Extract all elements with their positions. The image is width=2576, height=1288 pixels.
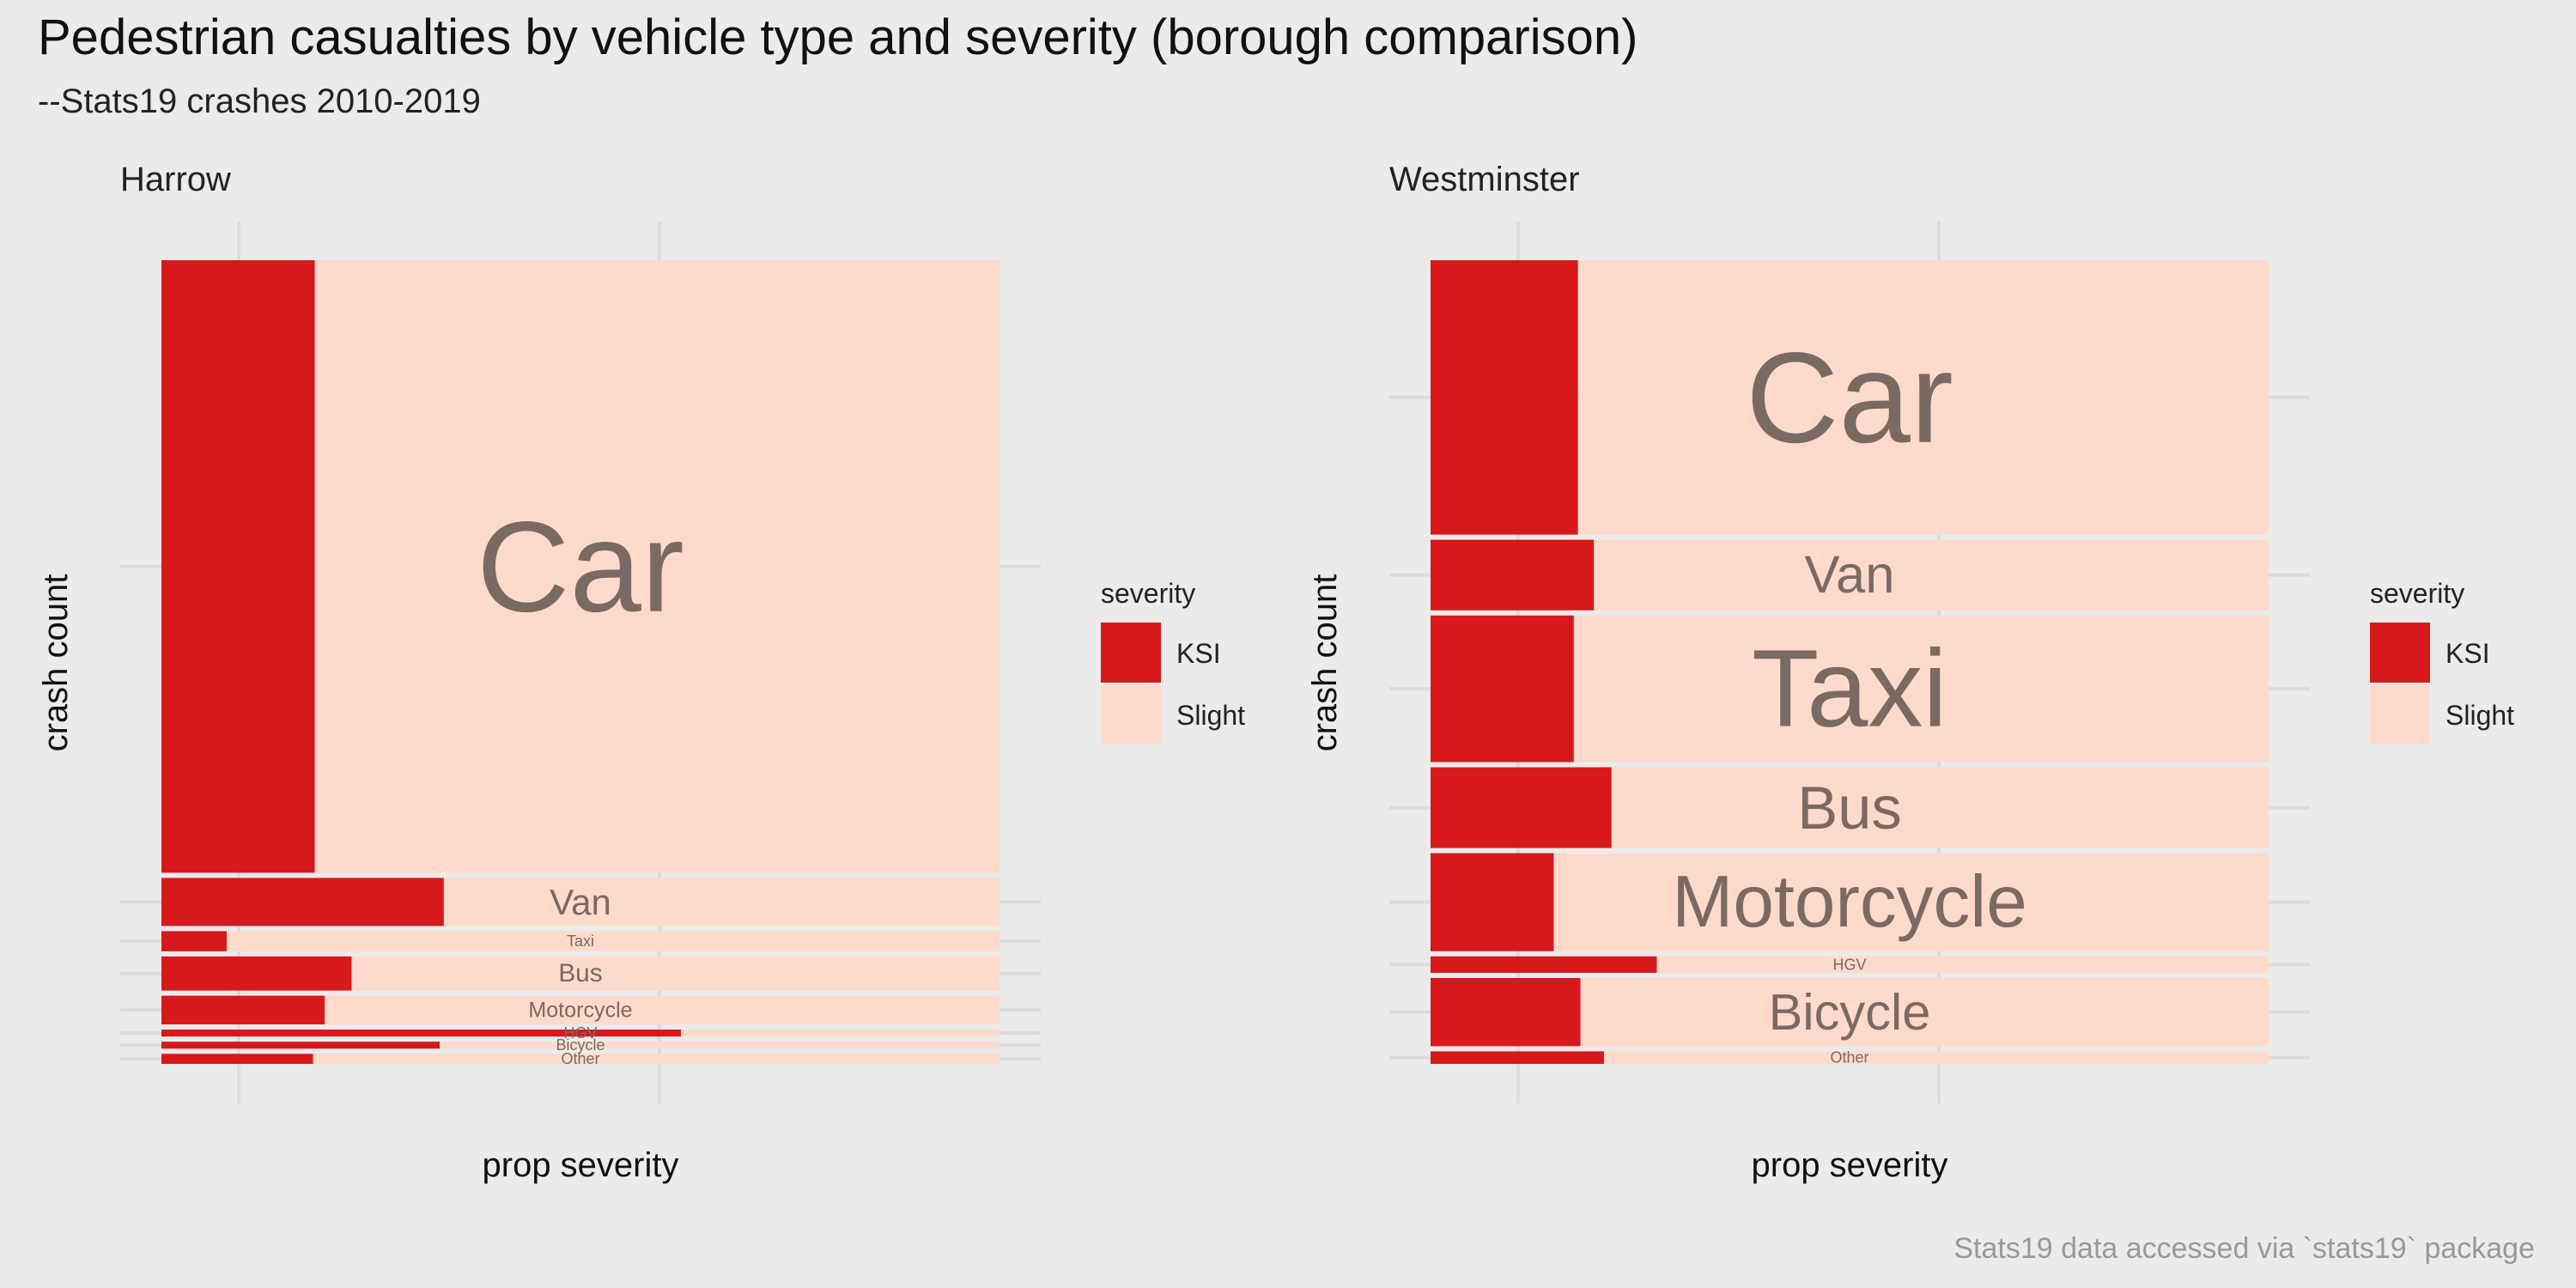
tile-slight-car (1577, 260, 2269, 535)
tile-ksi-bicycle (1431, 977, 1581, 1047)
caption: Stats19 data accessed via `stats19` pack… (1953, 1232, 2535, 1265)
mosaic-tiles (161, 260, 999, 1064)
facet-westminster: Westminster Car Van Taxi Bus Motorcycle HGV Bi… (1306, 161, 2514, 1184)
category-label-car: Car (1746, 325, 1953, 470)
legend-label-ksi: KSI (1176, 638, 1221, 669)
tile-slight-motorcycle (1553, 853, 2269, 951)
tile-ksi-taxi (161, 931, 228, 951)
tile-ksi-other (161, 1054, 313, 1064)
category-label-van: Van (1804, 545, 1894, 605)
page-title: Pedestrian casualties by vehicle type an… (38, 9, 1638, 65)
tile-ksi-bicycle (161, 1042, 440, 1049)
category-label-bicycle: Bicycle (1769, 983, 1931, 1041)
category-label-car: Car (477, 495, 684, 639)
page-subtitle: --Stats19 crashes 2010-2019 (38, 82, 481, 120)
tile-slight-bicycle (440, 1042, 999, 1049)
legend: severity KSI Slight (2370, 578, 2514, 744)
category-label-other: Other (1830, 1049, 1868, 1066)
category-label-taxi: Taxi (567, 933, 594, 950)
y-axis-label: crash count (37, 574, 75, 752)
tile-ksi-hgv (161, 1030, 682, 1037)
tile-ksi-car (161, 260, 315, 873)
tile-slight-motorcycle (325, 995, 999, 1025)
tile-ksi-hgv (1431, 956, 1657, 973)
legend-title: severity (2370, 578, 2464, 609)
legend-title: severity (1101, 578, 1195, 609)
tile-slight-van (1594, 539, 2269, 611)
category-label-hgv: HGV (1832, 956, 1866, 973)
category-label-bus: Bus (1797, 774, 1901, 841)
x-axis-label: prop severity (483, 1146, 679, 1184)
tile-ksi-bus (1431, 767, 1612, 848)
tile-slight-other (1604, 1051, 2269, 1064)
legend-key-slight (2370, 684, 2430, 744)
tile-slight-taxi (227, 931, 999, 951)
mosaic-tiles (1431, 260, 2269, 1064)
tile-ksi-bus (161, 956, 352, 991)
tile-ksi-car (1431, 260, 1578, 535)
tile-slight-bicycle (1580, 977, 2269, 1047)
tile-ksi-van (1431, 539, 1595, 611)
facet-harrow: Harrow Car Van Taxi Bus Motorcycle HGVBicycle… (37, 161, 1245, 1184)
x-axis-label: prop severity (1752, 1146, 1948, 1184)
tile-slight-bus (1611, 767, 2269, 848)
tile-slight-car (314, 260, 999, 873)
legend: severity KSI Slight (1101, 578, 1245, 744)
category-label-motorcycle: Motorcycle (528, 998, 632, 1022)
category-label-van: Van (550, 882, 611, 922)
tile-ksi-taxi (1431, 615, 1574, 762)
legend-key-slight (1101, 684, 1161, 744)
legend-label-slight: Slight (1176, 700, 1245, 731)
tile-slight-van (443, 878, 999, 927)
tile-ksi-other (1431, 1051, 1605, 1064)
category-label-hgv: HGV (563, 1024, 597, 1042)
category-label-taxi: Taxi (1752, 628, 1947, 750)
y-axis-label: crash count (1306, 574, 1344, 752)
tile-slight-other (313, 1054, 999, 1064)
tile-slight-bus (351, 956, 999, 991)
legend-label-slight: Slight (2445, 700, 2514, 731)
category-label-bicycle: Bicycle (556, 1036, 605, 1054)
tile-ksi-motorcycle (161, 995, 325, 1025)
tile-ksi-van (161, 878, 444, 927)
legend-label-ksi: KSI (2445, 638, 2490, 669)
category-label-bus: Bus (558, 959, 602, 987)
legend-key-ksi (2370, 623, 2430, 683)
tile-slight-hgv (1656, 956, 2269, 973)
tile-slight-taxi (1573, 615, 2269, 762)
facet-title: Westminster (1389, 161, 1580, 198)
category-labels: Car Van Taxi Bus Motorcycle HGV Bicycle Other (1672, 325, 2027, 1066)
tile-slight-hgv (681, 1030, 999, 1037)
tile-ksi-motorcycle (1431, 853, 1554, 951)
category-label-motorcycle: Motorcycle (1672, 861, 2027, 943)
legend-key-ksi (1101, 623, 1161, 683)
facet-title: Harrow (120, 161, 231, 198)
category-label-other: Other (561, 1050, 599, 1067)
